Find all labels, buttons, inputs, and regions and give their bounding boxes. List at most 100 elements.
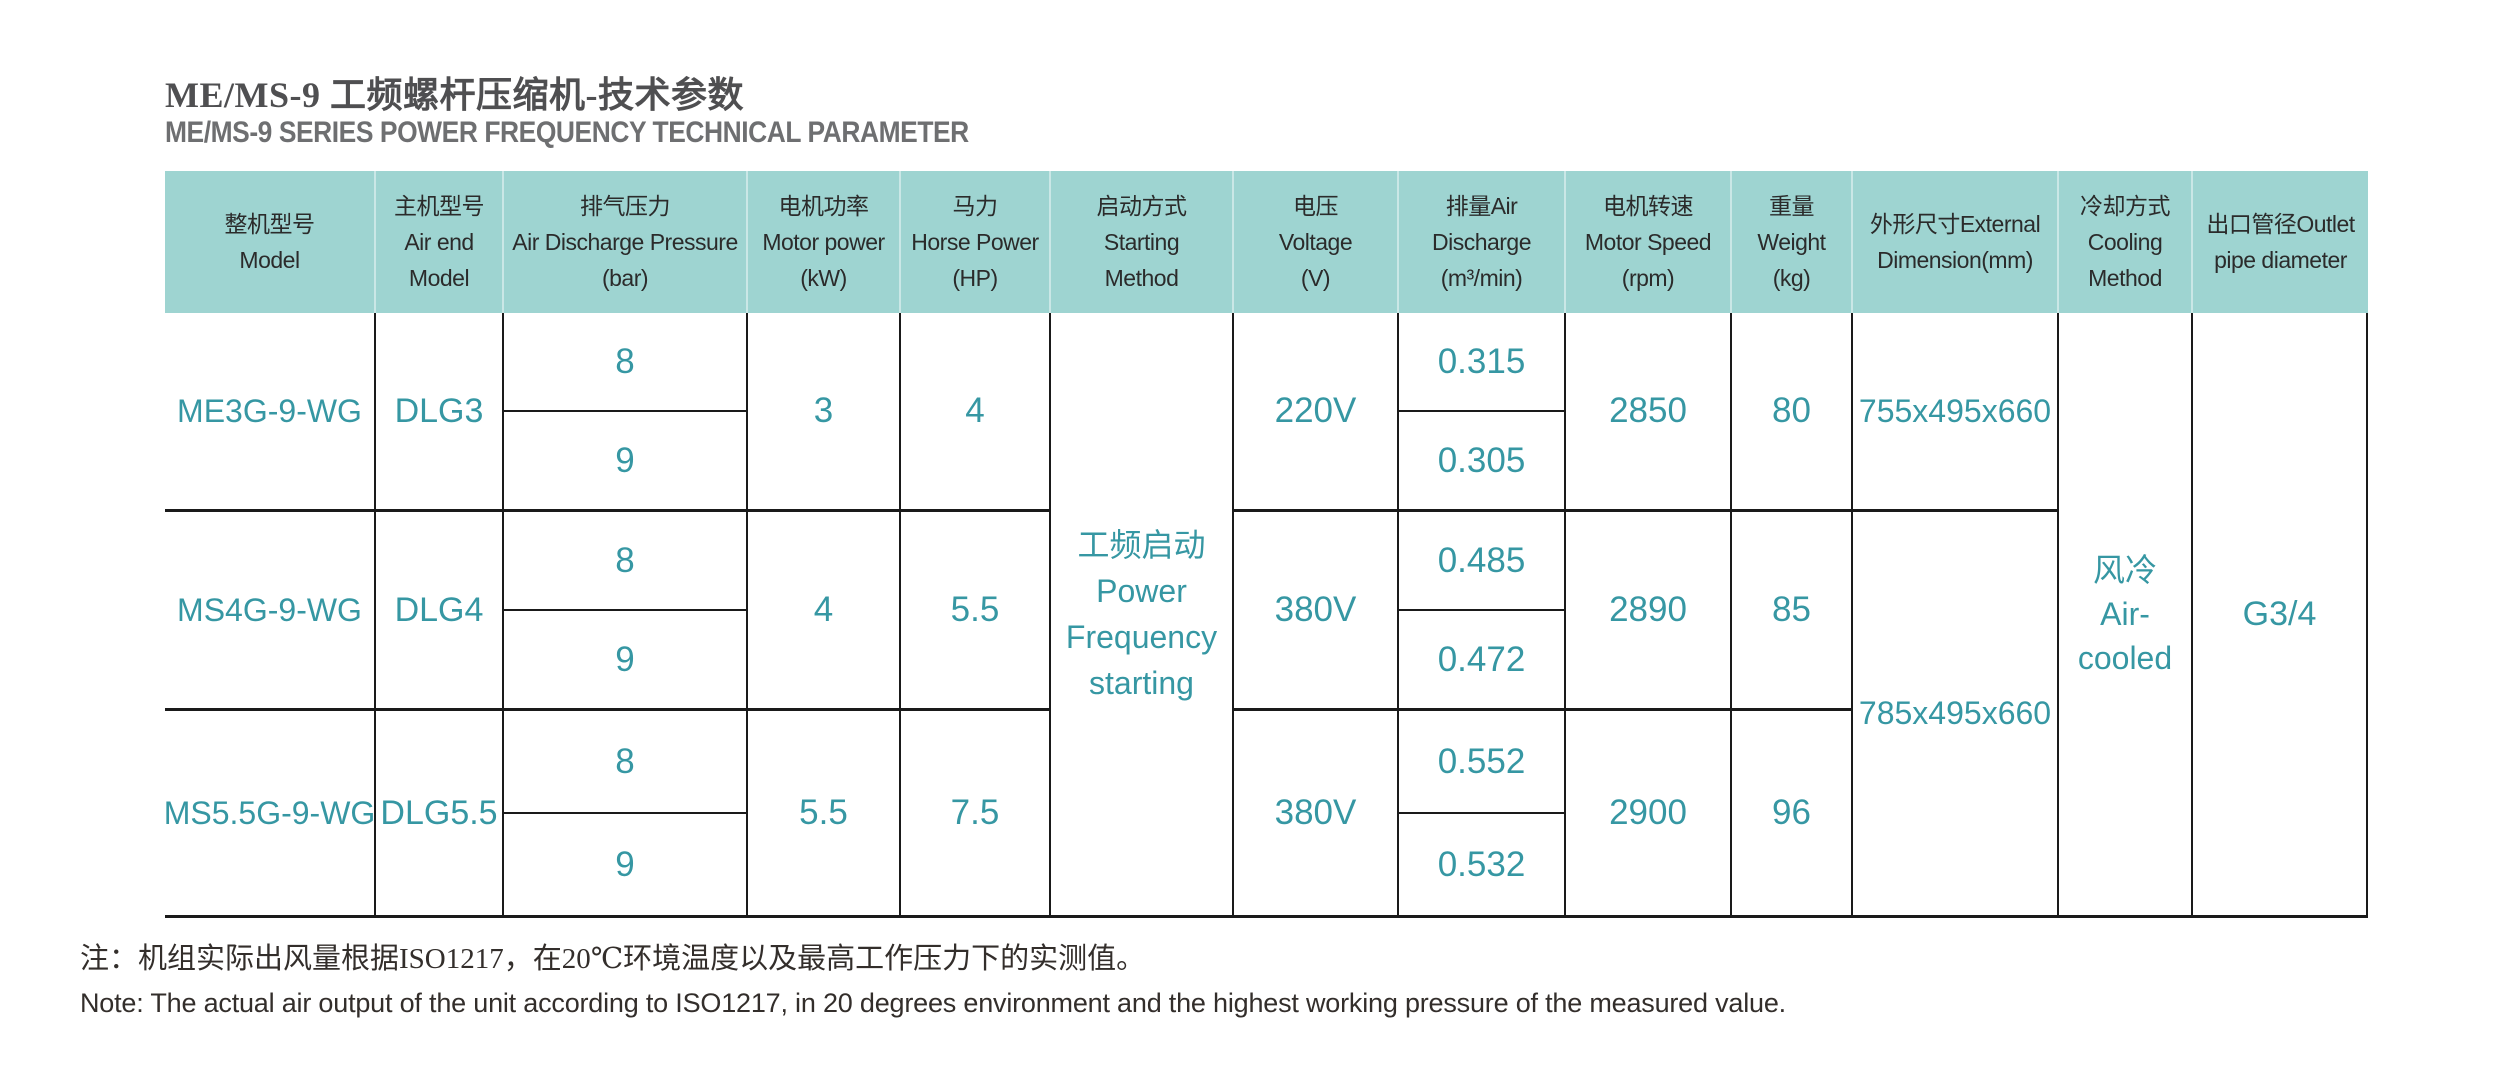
header-model-en: Model: [239, 247, 300, 273]
cell-pressure-2: 8: [504, 512, 748, 611]
cell-voltage-1: 380V: [1234, 512, 1399, 711]
header-horse-power-en: Horse Power: [911, 229, 1039, 255]
cell-horse-power-0: 4: [901, 313, 1051, 512]
cell-cooling-method: 风冷 Air- cooled: [2059, 313, 2193, 918]
starting-method-en1: Power: [1096, 573, 1187, 609]
header-starting-zh: 启动方式: [1096, 193, 1188, 219]
cell-motor-power-2: 5.5: [748, 711, 901, 918]
header-starting-method: 启动方式 Starting Method: [1051, 171, 1234, 313]
cell-model-2: MS5.5G-9-WG: [164, 711, 376, 918]
header-cooling: 冷却方式 Cooling Method: [2059, 171, 2193, 313]
page-title-en: ME/MS-9 SERIES POWER FREQUENCY TECHNICAL…: [165, 116, 969, 149]
cell-discharge-2: 0.485: [1399, 512, 1566, 611]
cell-motor-speed-0: 2850: [1566, 313, 1732, 512]
header-horse-power: 马力 Horse Power (HP): [901, 171, 1051, 313]
header-motor-speed-zh: 电机转速: [1603, 193, 1694, 219]
header-dimension-line1: 外形尺寸External: [1869, 211, 2041, 237]
note-zh: 注：机组实际出风量根据ISO1217，在20℃环境温度以及最高工作压力下的实测值…: [80, 943, 1146, 975]
cell-model-0: ME3G-9-WG: [165, 313, 376, 512]
header-pressure-unit: (bar): [601, 265, 649, 291]
note-en: Note: The actual air output of the unit …: [80, 988, 1786, 1018]
header-weight-en: Weight: [1757, 229, 1826, 255]
cell-voltage-2: 380V: [1234, 711, 1399, 918]
cell-dimension-1: 785x495x660: [1853, 512, 2059, 918]
cell-pressure-4: 8: [504, 711, 748, 814]
header-pressure: 排气压力 Air Discharge Pressure (bar): [504, 171, 748, 313]
header-horse-power-unit: (HP): [952, 265, 998, 291]
header-voltage-en: Voltage: [1278, 229, 1353, 255]
header-air-discharge-unit: (m³/min): [1440, 265, 1523, 291]
header-motor-power-en: Motor power: [762, 229, 885, 255]
header-airend-en2: Model: [408, 265, 470, 291]
header-air-discharge-en: Discharge: [1431, 229, 1532, 255]
cell-discharge-1: 0.305: [1399, 412, 1566, 512]
cell-pressure-0: 8: [504, 313, 748, 412]
cell-airend-0: DLG3: [376, 313, 504, 512]
header-model: 整机型号 Model: [165, 171, 376, 313]
header-motor-speed-unit: (rpm): [1621, 265, 1675, 291]
header-motor-speed-en: Motor Speed: [1584, 229, 1712, 255]
header-voltage-zh: 电压: [1293, 193, 1339, 219]
starting-method-en3: starting: [1089, 665, 1194, 701]
header-motor-speed: 电机转速 Motor Speed (rpm): [1566, 171, 1732, 313]
cooling-en1: Air-: [2100, 596, 2150, 632]
header-pressure-en: Air Discharge Pressure: [512, 229, 738, 255]
cell-outlet-pipe: G3/4: [2193, 313, 2368, 918]
starting-method-zh: 工频启动: [1077, 527, 1206, 563]
cell-discharge-0: 0.315: [1399, 313, 1566, 412]
cell-starting-method: 工频启动 Power Frequency starting: [1051, 313, 1234, 918]
header-weight-zh: 重量: [1769, 193, 1815, 219]
cooling-zh: 风冷: [2092, 552, 2157, 588]
header-air-discharge: 排量Air Discharge (m³/min): [1399, 171, 1566, 313]
header-voltage: 电压 Voltage (V): [1234, 171, 1399, 313]
header-model-zh: 整机型号: [224, 211, 316, 237]
cell-airend-2: DLG5.5: [376, 711, 504, 918]
page-title-zh: ME/MS-9 工频螺杆压缩机-技术参数: [165, 75, 744, 115]
header-horse-power-zh: 马力: [952, 193, 999, 219]
cell-discharge-3: 0.472: [1399, 611, 1566, 711]
cell-motor-speed-1: 2890: [1566, 512, 1732, 711]
cell-discharge-5: 0.532: [1399, 814, 1566, 918]
header-weight-unit: (kg): [1772, 265, 1811, 291]
header-motor-power-zh: 电机功率: [778, 193, 870, 219]
cell-voltage-0: 220V: [1234, 313, 1399, 512]
parameter-table: 整机型号 Model 主机型号 Air end Model 排气压力 Air D…: [164, 171, 2368, 918]
header-pressure-zh: 排气压力: [580, 193, 671, 219]
cell-airend-1: DLG4: [376, 512, 504, 711]
header-voltage-unit: (V): [1300, 265, 1331, 291]
header-dimension: 外形尺寸External Dimension(mm): [1853, 171, 2059, 313]
header-outlet: 出口管径Outlet pipe diameter: [2193, 171, 2368, 313]
header-cooling-en1: Cooling: [2087, 229, 2163, 255]
header-motor-power: 电机功率 Motor power (kW): [748, 171, 901, 313]
starting-method-en2: Frequency: [1065, 619, 1218, 655]
header-motor-power-unit: (kW): [800, 265, 847, 291]
header-airend: 主机型号 Air end Model: [376, 171, 504, 313]
cell-horse-power-2: 7.5: [901, 711, 1051, 918]
header-cooling-en2: Method: [2088, 265, 2162, 291]
header-outlet-line2: pipe diameter: [2214, 247, 2347, 273]
cell-discharge-4: 0.552: [1399, 711, 1566, 814]
header-dimension-line2: Dimension(mm): [1877, 247, 2033, 273]
header-cooling-zh: 冷却方式: [2080, 193, 2171, 219]
cell-horse-power-1: 5.5: [901, 512, 1051, 711]
header-starting-en1: Starting: [1103, 229, 1180, 255]
cooling-en2: cooled: [2077, 640, 2173, 676]
cell-weight-2: 96: [1732, 711, 1853, 918]
header-air-discharge-zh: 排量Air: [1445, 193, 1518, 219]
cell-dimension-0: 755x495x660: [1853, 313, 2059, 512]
cell-motor-power-1: 4: [748, 512, 901, 711]
header-airend-zh: 主机型号: [394, 193, 485, 219]
cell-pressure-3: 9: [504, 611, 748, 711]
header-airend-en1: Air end: [404, 229, 474, 255]
cell-weight-0: 80: [1732, 313, 1853, 512]
cell-motor-power-0: 3: [748, 313, 901, 512]
cell-model-1: MS4G-9-WG: [165, 512, 376, 711]
cell-pressure-5: 9: [504, 814, 748, 918]
header-starting-en2: Method: [1104, 265, 1179, 291]
cell-motor-speed-2: 2900: [1566, 711, 1732, 918]
cell-weight-1: 85: [1732, 512, 1853, 711]
header-outlet-line1: 出口管径Outlet: [2206, 211, 2355, 237]
header-weight: 重量 Weight (kg): [1732, 171, 1853, 313]
cell-pressure-1: 9: [504, 412, 748, 512]
